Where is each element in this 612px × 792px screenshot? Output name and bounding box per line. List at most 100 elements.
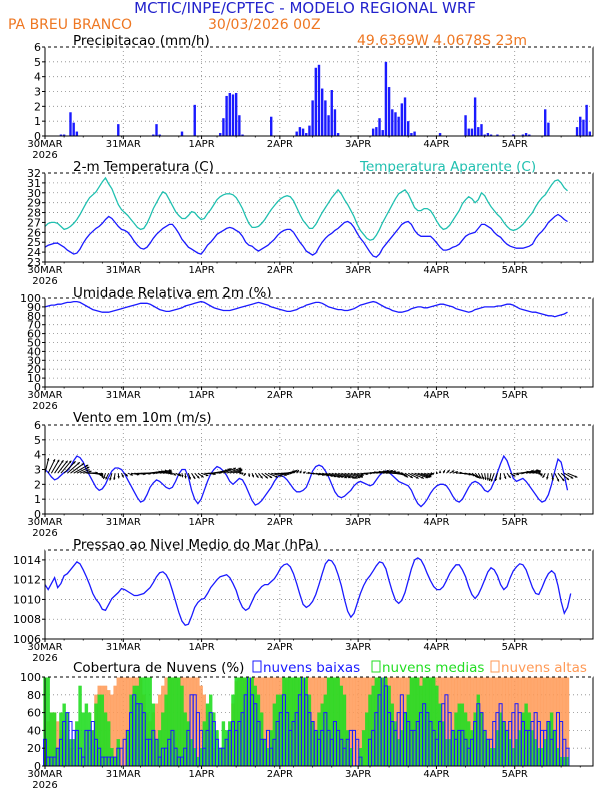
precip-bar (238, 115, 241, 136)
wind-vector-head (68, 460, 72, 464)
x-tick-label: 30MAR (27, 390, 62, 401)
precip-bar (588, 131, 592, 136)
cloud-bar-nuvens-medias (46, 676, 50, 767)
x-tick-label: 1APR (188, 265, 214, 276)
precip-bar (407, 121, 410, 136)
wind-vector-head (73, 461, 76, 464)
precip-bar (473, 97, 477, 136)
x-tick-label: 31MAR (106, 265, 141, 276)
wind-vector-head (494, 478, 498, 482)
precip-bar (400, 103, 404, 136)
cloud-bar-nuvens-medias (100, 694, 105, 767)
wind-vector-head (551, 477, 554, 481)
y-tick-label: 60 (27, 328, 41, 341)
x-tick-label: 2APR (267, 390, 293, 401)
precip-bar (582, 119, 585, 136)
x-tick-label: 31MAR (106, 139, 141, 150)
x-year-label: 2026 (32, 780, 57, 791)
cloud-bar-nuvens-medias (180, 685, 184, 767)
wind-vector (54, 459, 64, 474)
y-tick-label: 80 (27, 310, 41, 323)
wind-vector-head (184, 476, 187, 479)
precip-bar (387, 87, 391, 136)
wind-vector (341, 472, 356, 479)
wind-vector-head (275, 475, 278, 478)
wind-vector (63, 460, 76, 474)
precip-bar (270, 116, 273, 136)
y-tick-label: 20 (27, 363, 41, 376)
y-tick-label: 28 (27, 207, 41, 220)
wind-vector (66, 461, 81, 474)
y-tick-label: 100 (20, 671, 41, 684)
wind-vector-head (280, 474, 283, 477)
wind-vector-head (431, 472, 435, 476)
y-tick-label: 29 (27, 197, 41, 210)
x-tick-label: 4APR (423, 139, 449, 150)
y-tick-label: 24 (27, 246, 41, 259)
precip-bar (470, 128, 474, 136)
wind-vector-head (410, 475, 413, 478)
y-tick-label: 3 (34, 464, 41, 477)
wind-vector (44, 458, 50, 474)
precip-bar (521, 134, 525, 136)
precip-bar (180, 131, 184, 136)
precip-bar (231, 94, 235, 136)
precip-bar (314, 67, 318, 136)
series-line-vento-em-10m (44, 454, 569, 508)
wind-vector-head (65, 460, 68, 464)
precip-bar (575, 127, 579, 136)
wind-vector-head (85, 464, 89, 468)
precip-bar (375, 127, 378, 136)
x-year-label: 2026 (32, 653, 57, 664)
precip-bar (336, 133, 340, 136)
wind-vector-head (296, 470, 299, 473)
wind-vector-head (265, 475, 268, 479)
pressure-panel: Pressao ao Nivel Medio do Mar (hPa) 1006… (13, 537, 594, 664)
plot-frame (44, 172, 594, 263)
wind-vector-head (438, 470, 442, 473)
precip-bar (394, 112, 397, 136)
wind-vector-head (243, 473, 247, 476)
wind-vector-head (121, 474, 124, 478)
x-tick-label: 4APR (423, 642, 449, 653)
wind-vector-head (117, 476, 120, 479)
x-tick-label: 5APR (502, 769, 528, 780)
wind-vector-head (113, 477, 116, 480)
x-tick-label: 1APR (188, 139, 214, 150)
wind-vector-head (192, 476, 196, 479)
wind-vector-head (488, 478, 492, 482)
y-tick-label: 80 (27, 689, 41, 702)
wind-vector-head (425, 475, 429, 479)
x-year-label: 2026 (32, 528, 57, 539)
wind-vector-head (233, 467, 236, 471)
wind-vector (226, 467, 242, 474)
precip-bar (378, 118, 381, 136)
precip-bar (579, 116, 582, 136)
precip-bar (547, 122, 550, 136)
wind-vector-head (201, 475, 204, 478)
wind-vector-head (503, 476, 507, 479)
precip-bar (585, 104, 588, 136)
x-tick-label: 2APR (267, 769, 293, 780)
wind-vector (60, 460, 72, 474)
precip-bar (464, 115, 467, 136)
x-tick-label: 30MAR (27, 517, 62, 528)
wind-vector-head (447, 470, 450, 473)
x-year-label: 2026 (32, 150, 57, 161)
y-tick-label: 10 (27, 372, 41, 385)
wind-vector-head (56, 459, 60, 463)
wind-vector-head (247, 474, 251, 477)
wind-vector-head (542, 475, 545, 478)
wind-vector-head (486, 478, 490, 481)
wind-vector-head (479, 476, 482, 479)
wind-vector (50, 459, 60, 474)
precip-bar (410, 133, 413, 136)
y-tick-label: 5 (34, 56, 41, 69)
wind-vector-head (188, 476, 191, 480)
precip-bar (524, 133, 528, 136)
x-tick-label: 1APR (188, 390, 214, 401)
wind-vector-head (256, 475, 259, 478)
precip-bar (193, 104, 196, 136)
wind-vector-head (442, 470, 445, 473)
legend-low-swatch (252, 660, 262, 673)
